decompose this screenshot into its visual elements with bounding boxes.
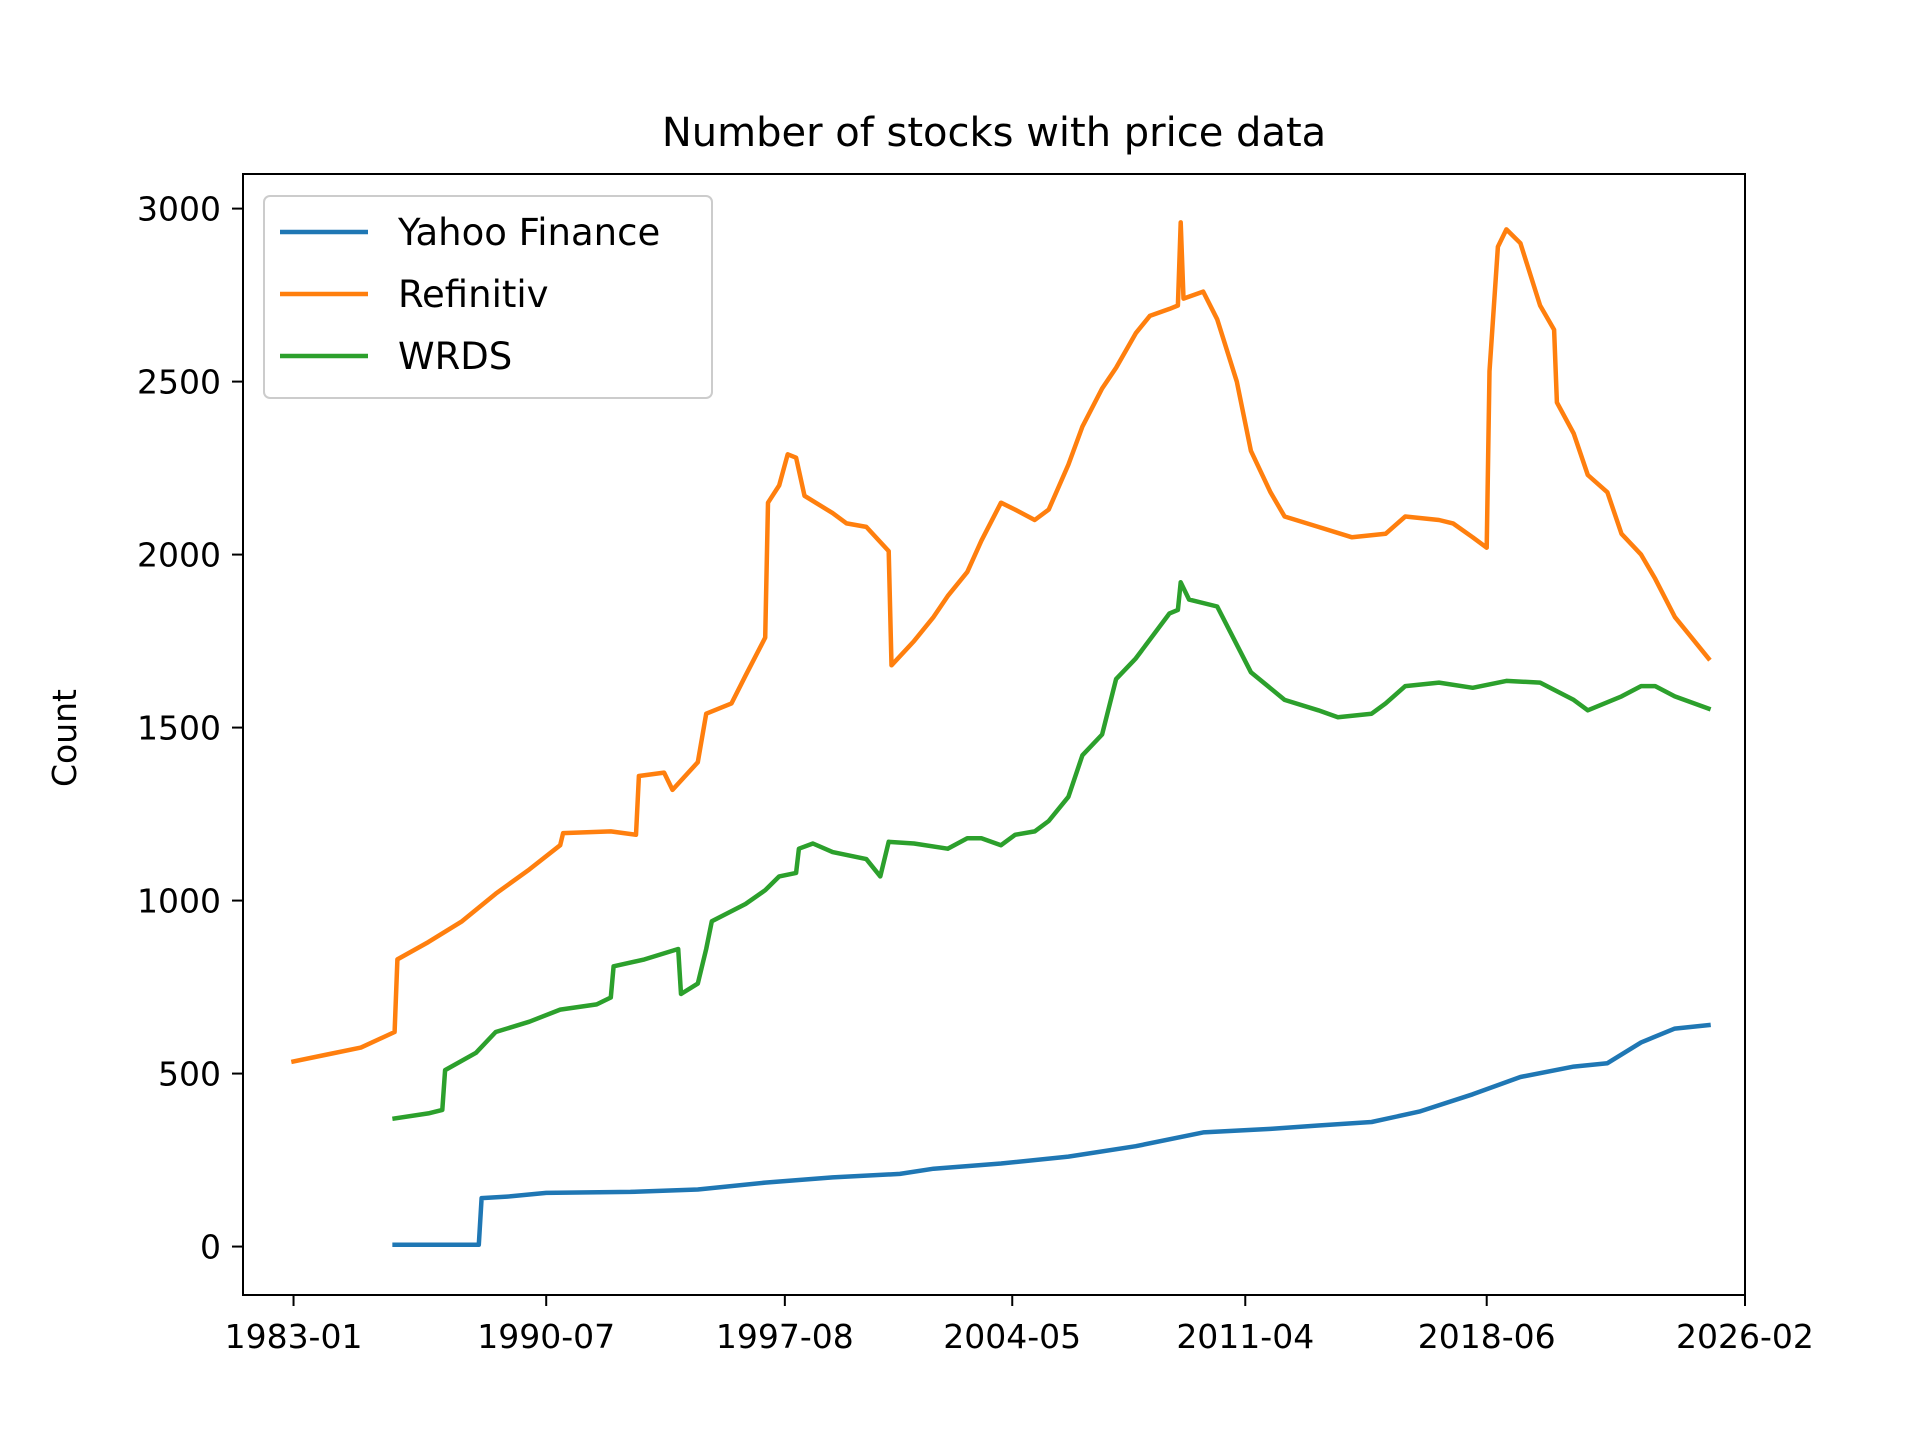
series-line-wrds bbox=[392, 580, 1712, 1122]
plot-frame bbox=[242, 173, 1746, 1296]
legend-entry-label: WRDS bbox=[398, 335, 512, 378]
series-line-refinitiv bbox=[290, 220, 1712, 1065]
legend-entry-label: Yahoo Finance bbox=[397, 211, 660, 254]
y-tick-label: 1000 bbox=[137, 882, 221, 921]
y-tick-label: 500 bbox=[158, 1055, 221, 1094]
x-tick-label: 2018-06 bbox=[1418, 1317, 1556, 1356]
chart-title: Number of stocks with price data bbox=[662, 110, 1326, 156]
legend-box bbox=[263, 195, 713, 399]
series-line-yahoo-finance bbox=[392, 1022, 1711, 1248]
x-tick-label: 1997-08 bbox=[716, 1317, 854, 1356]
x-tick-label: 1983-01 bbox=[225, 1317, 363, 1356]
series-layer bbox=[290, 220, 1712, 1248]
y-tick-label: 1500 bbox=[137, 709, 221, 748]
y-tick-label: 0 bbox=[200, 1228, 221, 1267]
y-tick-label: 2500 bbox=[137, 363, 221, 402]
x-tick-label: 2004-05 bbox=[943, 1317, 1081, 1356]
x-tick-label: 2011-04 bbox=[1176, 1317, 1314, 1356]
y-axis-label: Count bbox=[45, 689, 84, 787]
legend: Yahoo Finance Refinitiv WRDS bbox=[263, 195, 713, 399]
y-tick-label: 3000 bbox=[137, 190, 221, 229]
x-tick-label: 2026-02 bbox=[1676, 1317, 1814, 1356]
ticks-layer: 1983-01 1990-07 1997-08 2004-05 2011-04 2018-… bbox=[137, 190, 1814, 1356]
x-tick-label: 1990-07 bbox=[477, 1317, 615, 1356]
y-tick-label: 2000 bbox=[137, 536, 221, 575]
legend-entry-label: Refinitiv bbox=[398, 273, 549, 316]
